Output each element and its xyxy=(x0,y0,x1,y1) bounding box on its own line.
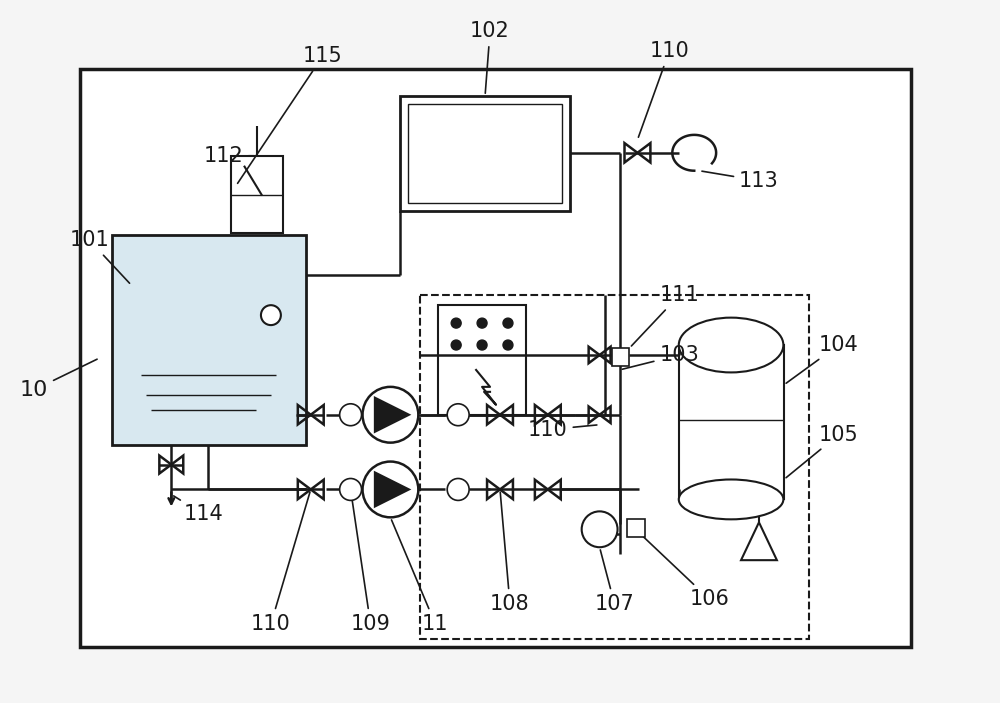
Circle shape xyxy=(477,318,487,328)
Text: 105: 105 xyxy=(786,425,858,478)
Text: 10: 10 xyxy=(20,359,97,400)
Text: 107: 107 xyxy=(595,550,634,614)
Ellipse shape xyxy=(679,318,783,373)
Circle shape xyxy=(261,305,281,325)
Text: 110: 110 xyxy=(528,420,597,439)
Circle shape xyxy=(447,404,469,426)
Polygon shape xyxy=(375,472,409,506)
Circle shape xyxy=(451,318,461,328)
Text: 108: 108 xyxy=(490,492,530,614)
Text: 112: 112 xyxy=(203,146,254,166)
Bar xyxy=(438,305,526,415)
Polygon shape xyxy=(375,398,409,432)
Bar xyxy=(400,96,570,211)
Bar xyxy=(679,345,784,499)
Text: 103: 103 xyxy=(622,345,699,369)
Bar xyxy=(420,295,809,639)
Text: 104: 104 xyxy=(786,335,858,383)
Text: 110: 110 xyxy=(638,41,689,137)
Text: 102: 102 xyxy=(470,21,510,93)
Circle shape xyxy=(340,479,362,501)
Bar xyxy=(408,104,562,202)
Circle shape xyxy=(582,511,618,547)
Circle shape xyxy=(503,340,513,350)
Text: 113: 113 xyxy=(702,171,779,191)
Text: 11: 11 xyxy=(392,520,449,634)
Text: 110: 110 xyxy=(251,492,310,634)
Text: 109: 109 xyxy=(351,492,390,634)
Circle shape xyxy=(363,462,418,517)
Circle shape xyxy=(451,340,461,350)
Text: 111: 111 xyxy=(631,285,699,346)
Circle shape xyxy=(447,479,469,501)
Text: 115: 115 xyxy=(238,46,343,183)
Bar xyxy=(231,156,283,233)
Circle shape xyxy=(503,318,513,328)
Ellipse shape xyxy=(679,479,783,520)
Bar xyxy=(627,520,645,537)
Bar xyxy=(612,348,629,366)
Circle shape xyxy=(477,340,487,350)
Bar xyxy=(80,69,911,647)
Circle shape xyxy=(363,387,418,443)
Text: 106: 106 xyxy=(637,531,729,609)
Text: 114: 114 xyxy=(174,496,223,524)
Text: 101: 101 xyxy=(70,231,130,283)
Circle shape xyxy=(340,404,362,426)
Bar xyxy=(112,236,306,444)
